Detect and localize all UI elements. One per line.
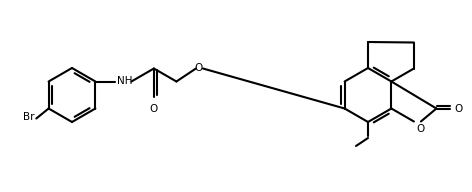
Text: O: O (195, 63, 203, 73)
Text: NH: NH (118, 75, 133, 85)
Text: O: O (416, 123, 424, 133)
Text: O: O (150, 104, 158, 114)
Text: O: O (455, 103, 463, 113)
Text: Br: Br (23, 113, 34, 122)
